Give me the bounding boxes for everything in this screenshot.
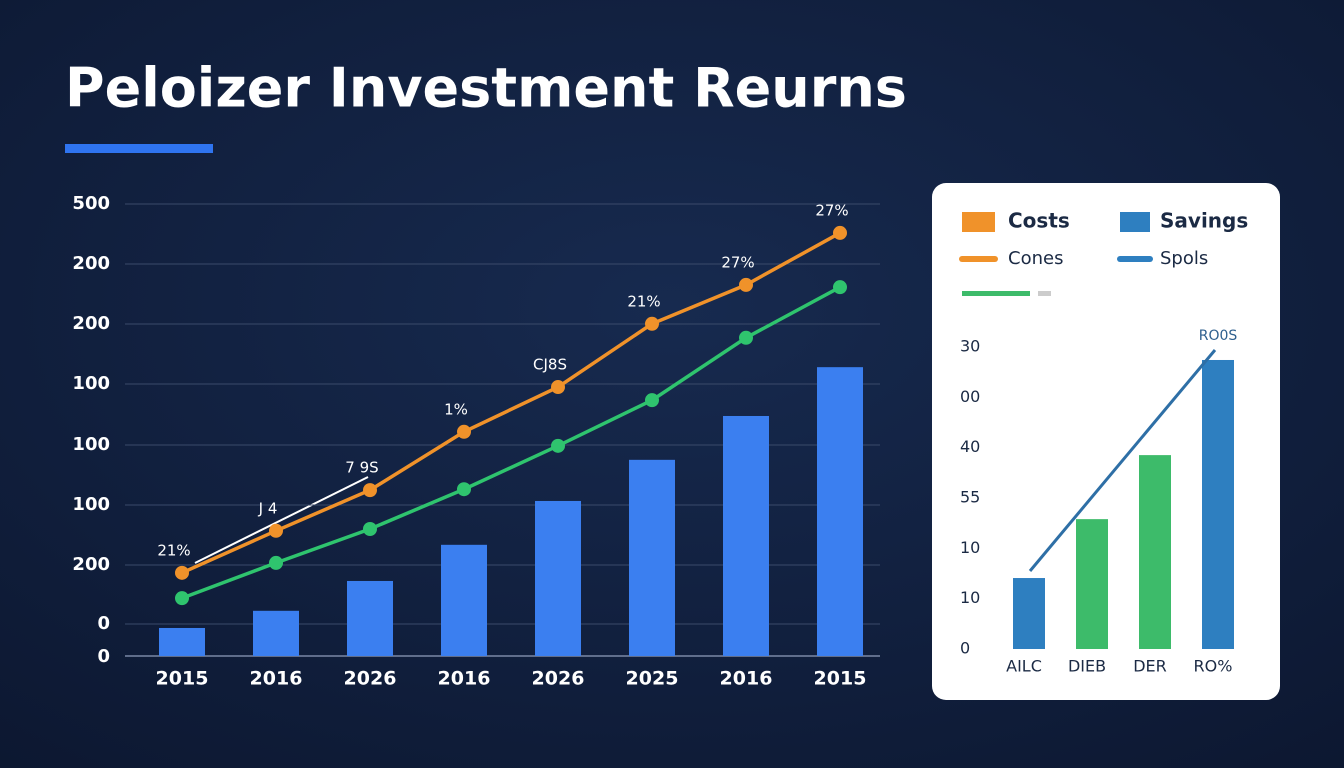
x-tick-label: DER xyxy=(1133,657,1167,676)
point xyxy=(739,277,753,292)
y-tick-label: 500 xyxy=(72,193,110,214)
point xyxy=(645,316,659,331)
x-tick-label: 2016 xyxy=(438,668,491,690)
bar xyxy=(441,544,487,656)
bar xyxy=(535,500,581,656)
annotation: 27% xyxy=(815,201,848,219)
bar xyxy=(1139,455,1171,649)
trend-label: RO0S xyxy=(1199,328,1238,344)
y-tick-label: 100 xyxy=(72,373,110,394)
bar xyxy=(817,367,863,656)
y-tick-label: 0 xyxy=(960,639,970,658)
legend-swatch xyxy=(1120,212,1150,232)
y-tick-label: 100 xyxy=(72,494,110,515)
y-tick-label: 00 xyxy=(960,387,980,406)
title-underline xyxy=(65,144,213,153)
legend-label: Spols xyxy=(1160,248,1208,269)
y-tick-label: 200 xyxy=(72,554,110,575)
point xyxy=(551,438,565,453)
bar xyxy=(1076,519,1108,649)
legend-label: Savings xyxy=(1160,209,1248,233)
trend-line xyxy=(1028,349,1217,572)
y-tick-label: 40 xyxy=(960,437,980,456)
point xyxy=(833,280,847,295)
bar xyxy=(1013,578,1045,649)
point xyxy=(269,523,283,538)
chart-title: Peloizer Investment Reurns xyxy=(65,57,907,120)
x-tick-label: 2016 xyxy=(720,668,773,690)
x-tick-label: 2025 xyxy=(626,668,679,690)
y-tick-label: 10 xyxy=(960,588,980,607)
annotation: 21% xyxy=(157,541,190,559)
x-tick-label: AILC xyxy=(1006,657,1042,676)
legend-label: Costs xyxy=(1008,209,1070,233)
bar xyxy=(253,610,299,656)
point xyxy=(363,521,377,536)
legend-label: Cones xyxy=(1008,248,1063,269)
point xyxy=(363,483,377,498)
bar xyxy=(723,415,769,656)
y-tick-label: 0 xyxy=(97,646,110,667)
bar xyxy=(347,580,393,656)
y-tick-label: 55 xyxy=(960,488,980,507)
point xyxy=(175,591,189,606)
y-tick-label: 100 xyxy=(72,434,110,455)
progress-bar xyxy=(962,291,1030,296)
x-tick-label: DIEB xyxy=(1068,657,1106,676)
annotation: J 4 xyxy=(258,499,278,517)
x-tick-label: 2015 xyxy=(814,668,867,690)
x-tick-label: 2026 xyxy=(344,668,397,690)
y-tick-label: 200 xyxy=(72,253,110,274)
point xyxy=(457,482,471,497)
point xyxy=(645,393,659,408)
x-tick-label: 2015 xyxy=(156,668,209,690)
y-tick-label: 0 xyxy=(97,613,110,634)
y-tick-label: 30 xyxy=(960,337,980,356)
x-tick-label: 2016 xyxy=(250,668,303,690)
point xyxy=(175,565,189,580)
decor-line xyxy=(194,476,369,564)
point xyxy=(739,330,753,345)
y-tick-label: 10 xyxy=(960,538,980,557)
bar xyxy=(1202,359,1234,649)
legend-swatch xyxy=(962,212,995,232)
point xyxy=(551,380,565,395)
point xyxy=(833,225,847,240)
x-tick-label: RO% xyxy=(1194,657,1233,676)
annotation: 7 9S xyxy=(345,459,378,477)
y-tick-label: 200 xyxy=(72,313,110,334)
line xyxy=(181,231,841,575)
annotation: 27% xyxy=(721,253,754,271)
bar xyxy=(629,459,675,656)
x-tick-label: 2026 xyxy=(532,668,585,690)
point xyxy=(269,555,283,570)
side-panel xyxy=(932,183,1280,700)
bar xyxy=(159,627,205,656)
line xyxy=(181,285,841,600)
annotation: 1% xyxy=(444,400,468,418)
annotation: 21% xyxy=(627,292,660,310)
progress-bar xyxy=(1038,291,1051,296)
point xyxy=(457,424,471,439)
annotation: CJ8S xyxy=(533,356,567,374)
